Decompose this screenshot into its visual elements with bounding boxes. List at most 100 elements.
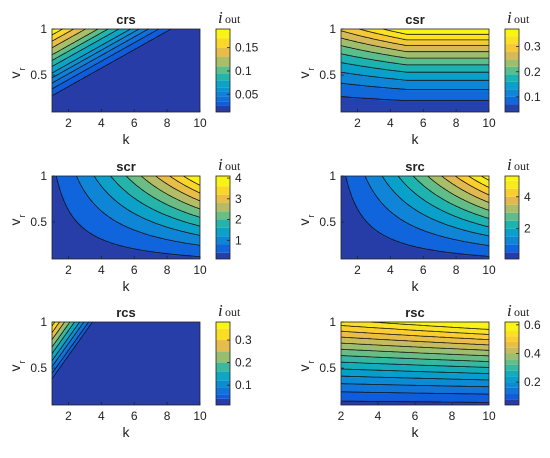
colorbar-label: i bbox=[218, 155, 223, 174]
y-axis-label-main: v bbox=[7, 219, 23, 226]
x-tick-label: 4 bbox=[387, 263, 394, 277]
colorbar-tick-label: 2 bbox=[235, 213, 242, 227]
panel-csr: csr 2 4 6 8 10 0.5 1 k vr 0.1 0.2 0.3 i out bbox=[296, 8, 541, 147]
colorbar-band bbox=[505, 342, 519, 348]
x-tick-label: 8 bbox=[164, 116, 171, 130]
contour-line-crs-9 bbox=[51, 28, 74, 42]
colorbar-band bbox=[505, 196, 519, 205]
y-axis-label: vr bbox=[296, 68, 316, 79]
contour-line-scr-4 bbox=[125, 175, 201, 218]
colorbar-band bbox=[216, 322, 230, 329]
contour-line-rcs-1 bbox=[51, 321, 90, 374]
contour-line-rsc-11 bbox=[340, 325, 490, 335]
contour-line-csr-2 bbox=[340, 71, 489, 81]
contour-line-src-4 bbox=[412, 175, 490, 219]
x-tick-label: 6 bbox=[420, 263, 427, 277]
colorbar-box bbox=[215, 175, 231, 260]
contour-line-scr-5 bbox=[140, 175, 201, 210]
x-tick-label: 6 bbox=[131, 409, 138, 423]
colorbar-band bbox=[216, 66, 230, 74]
colorbar-label: i bbox=[507, 155, 512, 174]
colorbar-tick-label: 0.2 bbox=[524, 375, 541, 389]
colorbar-label-sub: out bbox=[514, 12, 530, 26]
heatmap-scr bbox=[52, 176, 200, 259]
colorbar-band bbox=[505, 376, 519, 383]
x-axis-label: k bbox=[123, 424, 131, 440]
contour-line-scr-2 bbox=[93, 175, 201, 236]
contour-line-scr-3 bbox=[110, 175, 201, 227]
y-axis-label-main: v bbox=[7, 72, 23, 79]
colorbar-band bbox=[505, 330, 519, 337]
panel-title: rcs bbox=[116, 305, 136, 320]
heatmap-csr bbox=[341, 29, 489, 112]
colorbar-label-sub: out bbox=[225, 305, 241, 319]
x-tick-label: 8 bbox=[453, 116, 460, 130]
panel-title: crs bbox=[116, 12, 136, 27]
colorbar-band bbox=[505, 393, 519, 400]
colorbar-band bbox=[216, 351, 230, 363]
colorbar-label: i bbox=[507, 301, 512, 320]
colorbar-band bbox=[505, 51, 519, 60]
contour-line-rsc-7 bbox=[341, 348, 490, 357]
colorbar-band bbox=[505, 236, 519, 245]
panel-title: rsc bbox=[405, 305, 425, 320]
colorbar-box bbox=[504, 28, 520, 113]
contour-line-csr-9 bbox=[382, 28, 489, 35]
colorbar-band bbox=[216, 38, 230, 48]
colorbar-src: 2 4 i out bbox=[504, 155, 531, 260]
axes-box bbox=[51, 321, 201, 406]
colorbar-rcs: 0.1 0.2 0.3 i out bbox=[215, 301, 252, 406]
colorbar-label-sub: out bbox=[514, 305, 530, 319]
contour-line-src-2 bbox=[381, 175, 490, 237]
colorbar-band bbox=[216, 252, 230, 259]
colorbar-band bbox=[505, 96, 519, 105]
heatmap-crs bbox=[52, 29, 200, 112]
colorbar-band bbox=[216, 340, 230, 352]
colorbar-label-sub: out bbox=[514, 159, 530, 173]
colorbar-band bbox=[505, 66, 519, 75]
axes-box bbox=[51, 175, 201, 260]
colorbar-band bbox=[216, 186, 230, 195]
colorbar-band bbox=[216, 29, 230, 39]
colorbar-tick-label: 3 bbox=[235, 192, 242, 206]
colorbar-tick-label: 0.2 bbox=[524, 65, 541, 79]
colorbar-band bbox=[216, 371, 230, 381]
colorbar-band bbox=[505, 89, 519, 97]
y-axis-label-sub: r bbox=[306, 68, 316, 71]
colorbar-band bbox=[505, 204, 519, 213]
heatmap-rcs bbox=[52, 322, 200, 405]
contour-line-src-3 bbox=[397, 175, 490, 228]
y-axis-label-sub: r bbox=[306, 361, 316, 364]
panel-rsc: rsc 2 4 6 8 10 0.5 1 k vr 0.2 0.4 0.6 i out bbox=[296, 301, 541, 440]
colorbar-band bbox=[505, 336, 519, 343]
colorbar-crs: 0.05 0.1 0.15 i out bbox=[215, 8, 259, 113]
y-tick-label: 1 bbox=[40, 169, 47, 183]
axes-box bbox=[340, 28, 490, 113]
colorbar-band bbox=[216, 362, 230, 372]
y-axis-label-main: v bbox=[296, 72, 312, 79]
y-axis-label: vr bbox=[7, 361, 27, 372]
colorbar-label: i bbox=[218, 8, 223, 27]
axes-box bbox=[340, 175, 490, 260]
colorbar-band bbox=[505, 252, 519, 259]
y-axis-label-sub: r bbox=[306, 215, 316, 218]
contour-line-crs-5 bbox=[51, 28, 120, 67]
contour-line-crs-3 bbox=[51, 28, 140, 79]
colorbar-tick-label: 0.2 bbox=[235, 356, 252, 370]
contour-line-crs-7 bbox=[51, 28, 99, 56]
y-axis-label: vr bbox=[7, 68, 27, 79]
colorbar-band bbox=[505, 382, 519, 388]
x-tick-label: 4 bbox=[98, 409, 105, 423]
x-tick-label: 10 bbox=[193, 409, 207, 423]
contour-line-csr-0 bbox=[340, 96, 489, 101]
panel-rcs: rcs 2 4 6 8 10 0.5 1 k vr 0.1 0.2 0.3 i out bbox=[7, 301, 252, 440]
colorbar-band bbox=[505, 188, 519, 197]
colorbar-band bbox=[505, 180, 519, 189]
x-tick-label: 2 bbox=[354, 263, 361, 277]
colorbar-band bbox=[505, 220, 519, 229]
y-axis-label-sub: r bbox=[17, 215, 27, 218]
colorbar-band bbox=[505, 399, 519, 405]
colorbar-band bbox=[216, 394, 230, 399]
